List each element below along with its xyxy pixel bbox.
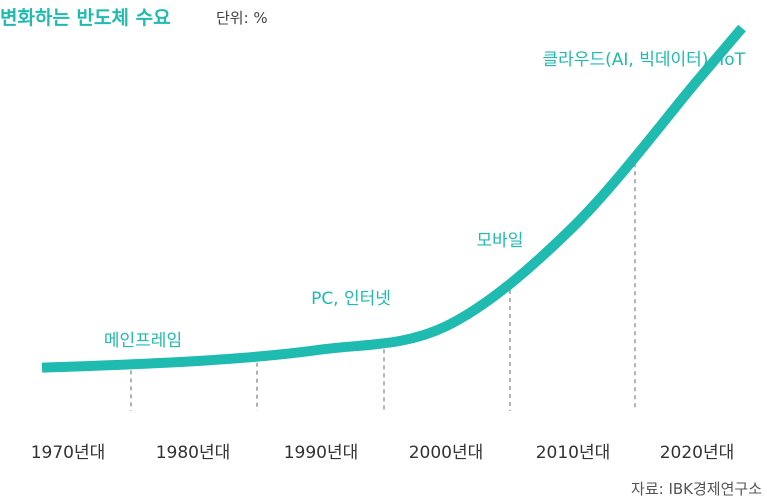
annotation-label: 클라우드(AI, 빅데이터), IoT [543, 50, 746, 70]
annotation-label: 모바일 [477, 231, 524, 251]
annotations: 메인프레임 PC, 인터넷 모바일 클라우드(AI, 빅데이터), IoT [104, 50, 746, 351]
chart-title: 변화하는 반도체 수요 [0, 7, 171, 29]
x-tick-label: 1970년대 [31, 443, 106, 463]
unit-label: 단위: % [216, 9, 268, 27]
annotation-label: 메인프레임 [104, 331, 182, 351]
source-note: 자료: IBK경제연구소 [631, 480, 762, 498]
x-axis-ticks: 1970년대 1980년대 1990년대 2000년대 2010년대 2020년대 [31, 443, 735, 463]
series-line [41, 24, 746, 373]
x-tick-label: 2010년대 [536, 443, 611, 463]
x-tick-label: 1990년대 [284, 443, 359, 463]
x-tick-label: 2000년대 [409, 443, 484, 463]
x-tick-label: 1980년대 [156, 443, 231, 463]
guide-lines [130, 163, 636, 411]
x-tick-label: 2020년대 [660, 443, 735, 463]
annotation-label: PC, 인터넷 [311, 289, 391, 309]
